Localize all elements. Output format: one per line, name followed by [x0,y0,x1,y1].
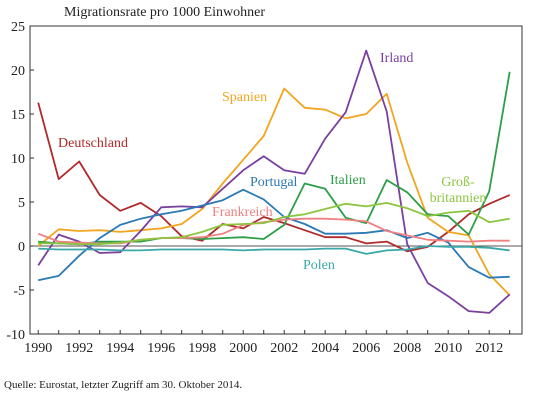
series-line-italien [38,71,511,246]
source-note: Quelle: Eurostat, letzter Zugriff am 30.… [4,379,242,391]
series-label-polen: Polen [303,258,335,273]
y-tick-label: 15 [11,108,25,123]
series-labels: Deutschland Spanien Irland Italien Portugal F… [58,51,486,273]
x-axis: 1990 1992 1994 1996 1998 2000 2002 2004 2006 2008… [24,330,511,356]
x-tick-label: 2010 [434,341,462,356]
y-tick-label: -10 [6,328,25,343]
y-tick-label: 20 [11,64,25,79]
x-tick-label: 1994 [106,341,134,356]
x-tick-label: 1992 [65,341,93,356]
series-label-spanien: Spanien [222,90,267,105]
y-axis: -10 -5 0 5 10 15 20 25 [6,20,34,343]
series-label-portugal: Portugal [250,175,298,190]
y-tick-label: -5 [13,284,25,299]
series-label-frankreich: Frankreich [212,205,273,220]
x-tick-label: 2000 [229,341,257,356]
x-tick-label: 2004 [311,341,339,356]
series-line-irland [37,49,511,314]
y-tick-label: 10 [11,152,25,167]
y-tick-label: 25 [11,20,25,35]
plot-frame [29,25,523,335]
series-label-italien: Italien [330,173,366,188]
x-tick-label: 2012 [475,341,503,356]
series-line-spanien [37,87,511,296]
series-line-polen [38,245,510,255]
x-tick-label: 1998 [188,341,216,356]
x-tick-label: 1990 [24,341,52,356]
series-line-gro-britannien [38,201,510,246]
chart-title: Migrationsrate pro 1000 Einwohner [64,5,265,20]
series-line-portugal [38,188,510,282]
x-tick-label: 2002 [270,341,298,356]
series-layer [37,49,511,314]
x-tick-label: 2006 [352,341,380,356]
x-tick-label: 2008 [393,341,421,356]
x-tick-label: 1996 [147,341,175,356]
series-label-gro-britannien: Groß-britannien [430,175,487,206]
series-label-irland: Irland [380,51,413,66]
series-label-deutschland: Deutschland [58,136,128,151]
y-tick-label: 5 [18,196,25,211]
y-tick-label: 0 [18,240,25,255]
